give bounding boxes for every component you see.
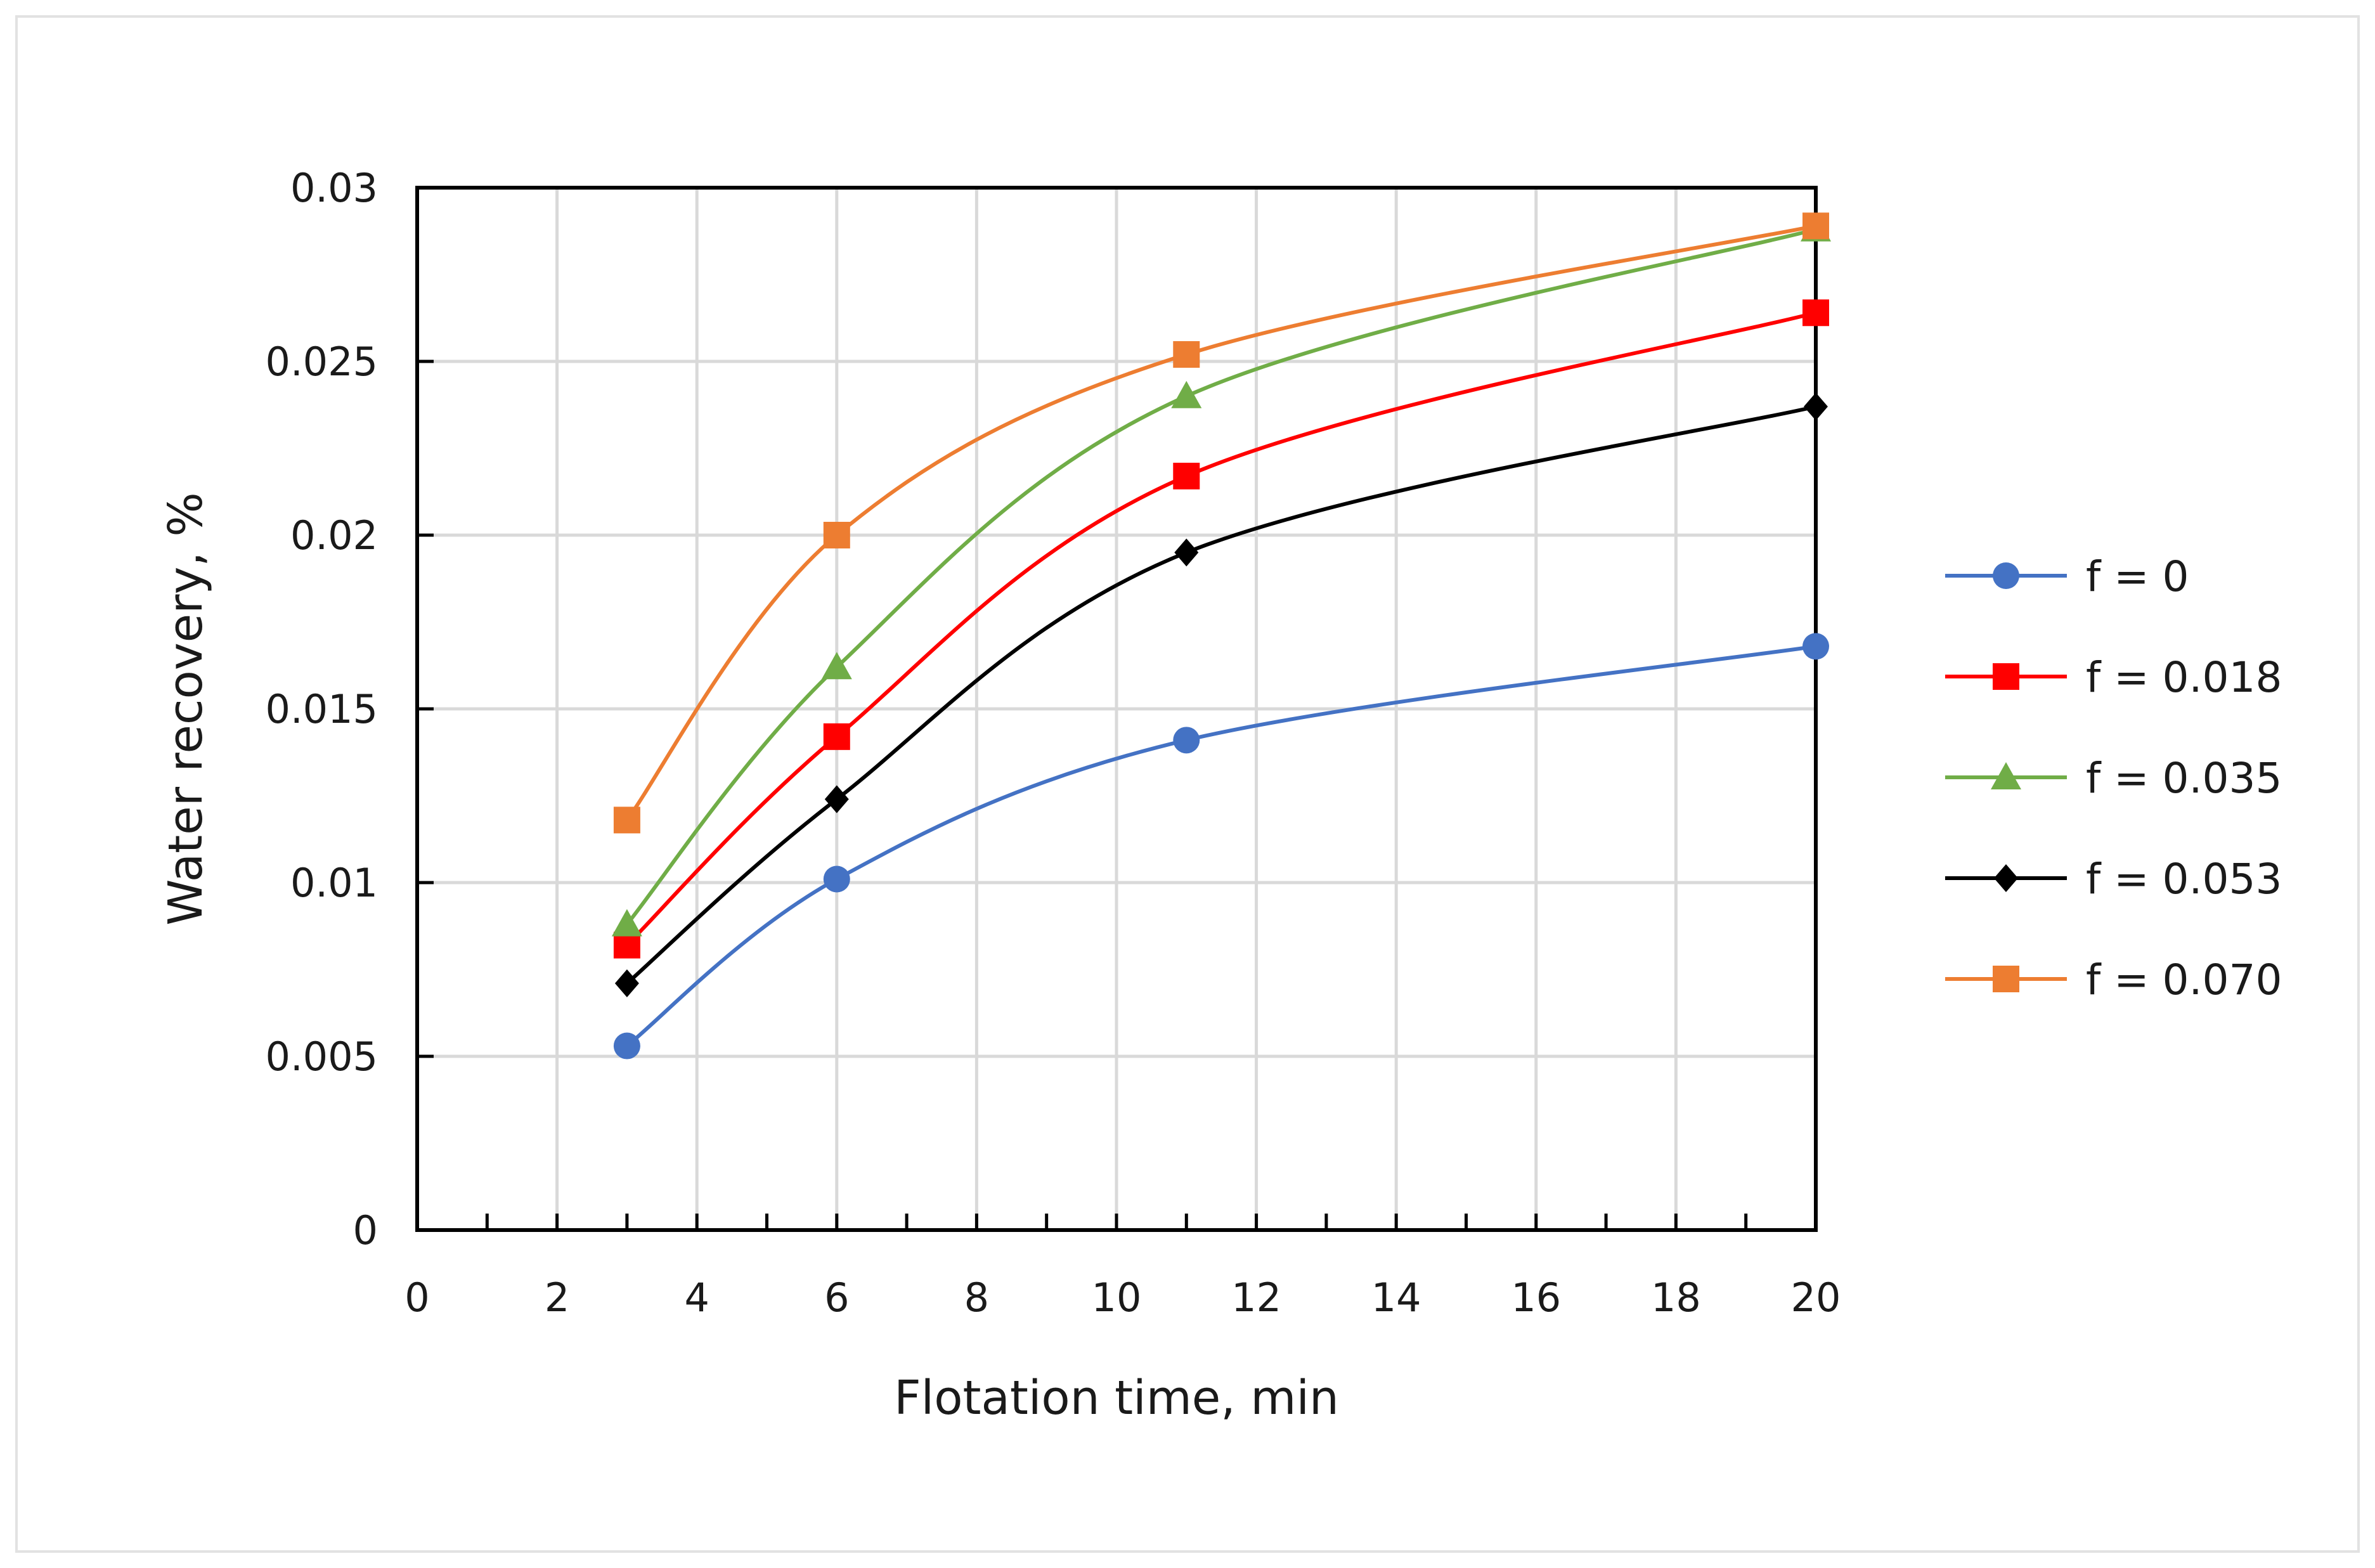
x-tick-label: 0 — [404, 1274, 429, 1321]
data-point — [1802, 299, 1829, 327]
series-line — [625, 405, 1816, 985]
y-tick-label: 0.02 — [290, 512, 378, 559]
tick-labels: 0 2 4 6 8 10 12 14 16 18 20 0 0.005 0.01 0.015 0.02 0.02… — [266, 165, 1841, 1321]
series-line — [625, 311, 1816, 947]
series-1 — [613, 299, 1829, 959]
legend: f = 0 f = 0.018 f = 0.035 f = 0.053 f = 0.07… — [1945, 552, 2282, 1004]
data-point — [614, 969, 639, 997]
data-point — [613, 807, 640, 834]
data-point — [1171, 380, 1202, 408]
x-tick-label: 2 — [545, 1274, 569, 1321]
data-point — [613, 1032, 640, 1059]
data-point — [823, 522, 850, 548]
series-3 — [614, 392, 1828, 997]
data-point — [1173, 341, 1200, 368]
legend-label: f = 0.018 — [2086, 653, 2282, 702]
data-point — [1804, 392, 1828, 421]
x-tick-label: 12 — [1231, 1274, 1281, 1321]
legend-marker — [1994, 864, 2018, 892]
x-tick-label: 10 — [1092, 1274, 1142, 1321]
legend-marker — [1991, 762, 2021, 789]
series-4 — [613, 212, 1829, 834]
legend-label: f = 0.053 — [2086, 855, 2282, 904]
x-tick-label: 6 — [824, 1274, 849, 1321]
x-tick-label: 18 — [1651, 1274, 1701, 1321]
legend-item: f = 0.053 — [1945, 855, 2282, 904]
data-point — [821, 652, 852, 680]
series-0 — [613, 633, 1829, 1059]
y-tick-label: 0.005 — [266, 1033, 379, 1080]
data-point — [823, 723, 850, 750]
data-point — [1173, 727, 1200, 754]
data-point — [1174, 538, 1199, 567]
gridlines — [417, 186, 1818, 1230]
y-tick-label: 0.01 — [290, 860, 378, 906]
data-point — [1173, 462, 1200, 489]
x-tick-label: 8 — [964, 1274, 989, 1321]
x-tick-label: 16 — [1511, 1274, 1561, 1321]
y-tick-label: 0 — [353, 1207, 378, 1254]
y-tick-label: 0.03 — [290, 165, 378, 211]
legend-label: f = 0 — [2086, 552, 2189, 601]
series-line — [625, 227, 1816, 926]
y-tick-label: 0.015 — [266, 686, 379, 732]
y-axis-title: Water recovery, % — [159, 492, 213, 925]
data-point — [1802, 633, 1829, 660]
series-line — [625, 224, 1816, 822]
legend-label: f = 0.070 — [2086, 956, 2282, 1004]
series-group — [611, 212, 1831, 1059]
y-tick-label: 0.025 — [266, 339, 379, 385]
legend-marker — [1993, 663, 2019, 690]
legend-item: f = 0 — [1945, 552, 2189, 601]
legend-item: f = 0.035 — [1945, 754, 2282, 803]
axes — [415, 186, 1818, 1232]
chart-frame: 0 2 4 6 8 10 12 14 16 18 20 0 0.005 0.01 0.015 0.02 0.02… — [15, 15, 2360, 1553]
legend-label: f = 0.035 — [2086, 754, 2282, 803]
legend-marker — [1993, 562, 2019, 589]
legend-item: f = 0.070 — [1945, 956, 2282, 1004]
data-point — [611, 909, 642, 936]
x-tick-label: 14 — [1371, 1274, 1421, 1321]
series-line — [626, 644, 1816, 1047]
x-tick-label: 4 — [684, 1274, 709, 1321]
line-chart: 0 2 4 6 8 10 12 14 16 18 20 0 0.005 0.01 0.015 0.02 0.02… — [159, 165, 2282, 1425]
data-point — [823, 865, 850, 893]
x-tick-label: 20 — [1791, 1274, 1841, 1321]
data-point — [824, 785, 849, 813]
data-point — [1802, 212, 1829, 240]
legend-item: f = 0.018 — [1945, 653, 2282, 702]
x-axis-title: Flotation time, min — [894, 1371, 1339, 1425]
legend-marker — [1993, 966, 2019, 992]
